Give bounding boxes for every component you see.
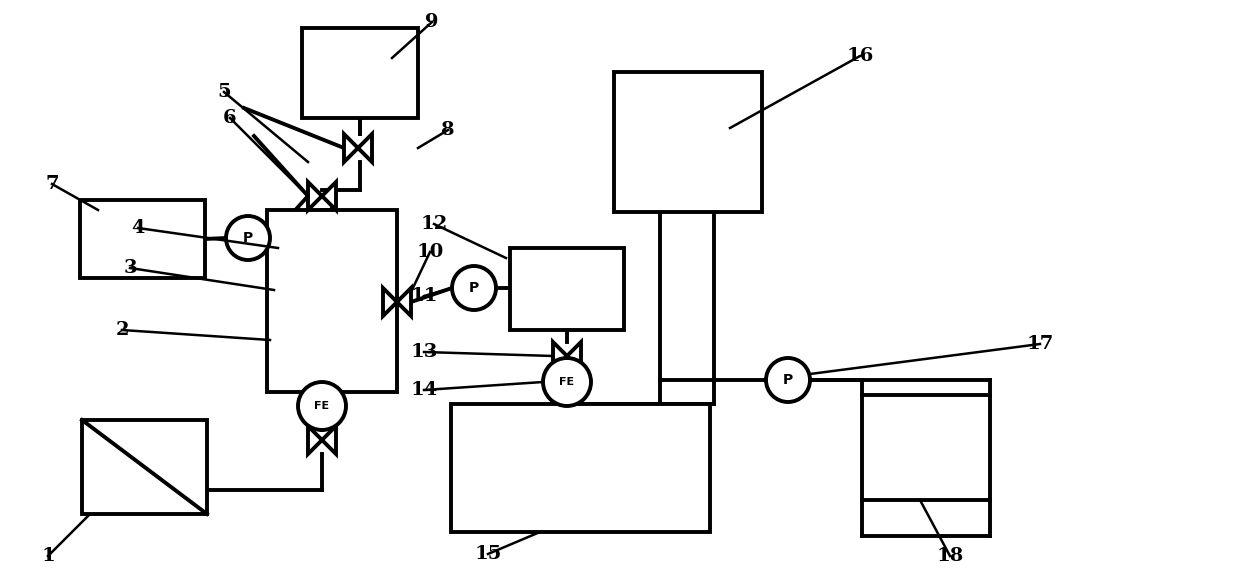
Polygon shape	[343, 134, 358, 162]
Text: FE: FE	[315, 401, 330, 411]
Text: 6: 6	[223, 109, 237, 127]
Text: 10: 10	[417, 243, 444, 261]
Text: P: P	[782, 373, 794, 387]
Bar	[862, 395, 990, 500]
Polygon shape	[383, 288, 397, 316]
Text: FE: FE	[559, 377, 574, 387]
Polygon shape	[308, 182, 322, 210]
Text: 11: 11	[410, 287, 438, 305]
Text: 14: 14	[410, 381, 438, 399]
Polygon shape	[358, 134, 372, 162]
Polygon shape	[322, 182, 336, 210]
Polygon shape	[567, 342, 582, 370]
Circle shape	[226, 216, 270, 260]
Text: 9: 9	[425, 13, 439, 31]
Text: 17: 17	[1027, 335, 1054, 353]
Text: 15: 15	[475, 545, 502, 563]
Bar	[614, 72, 763, 212]
Bar	[451, 404, 711, 532]
Polygon shape	[553, 342, 567, 370]
Polygon shape	[397, 288, 410, 316]
Text: 4: 4	[131, 219, 145, 237]
Bar	[303, 28, 418, 118]
Text: P: P	[469, 281, 479, 295]
Text: 1: 1	[41, 547, 55, 565]
Text: 3: 3	[123, 259, 136, 277]
Text: 7: 7	[45, 175, 58, 193]
Bar	[267, 210, 397, 392]
Polygon shape	[322, 426, 336, 454]
Circle shape	[543, 358, 591, 406]
Text: 8: 8	[441, 121, 455, 139]
Circle shape	[298, 382, 346, 430]
Bar	[82, 420, 207, 514]
Bar	[81, 200, 205, 278]
Circle shape	[453, 266, 496, 310]
Text: 18: 18	[936, 547, 963, 565]
Text: 16: 16	[847, 47, 874, 65]
Text: 2: 2	[115, 321, 129, 339]
Circle shape	[766, 358, 810, 402]
Text: 12: 12	[420, 215, 448, 233]
Text: P: P	[243, 231, 253, 245]
Bar	[510, 248, 624, 330]
Polygon shape	[308, 426, 322, 454]
Text: 5: 5	[217, 83, 231, 101]
Text: 13: 13	[410, 343, 438, 361]
